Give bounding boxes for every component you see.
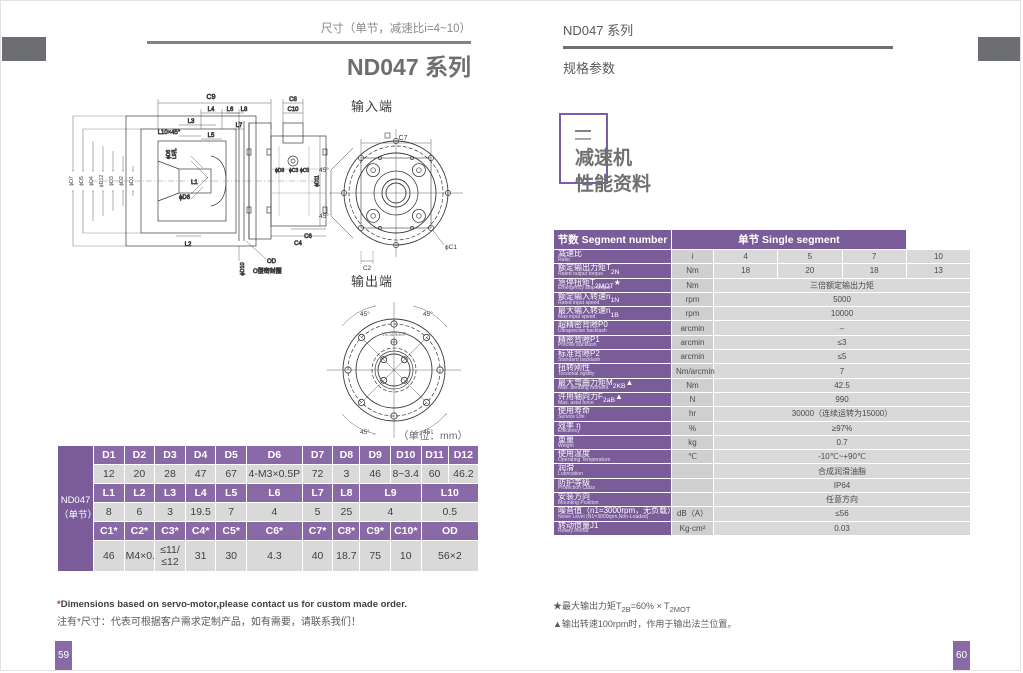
svg-text:45°: 45° xyxy=(319,212,329,220)
svg-text:L4: L4 xyxy=(208,107,215,113)
svg-text:ϕD4: ϕD4 xyxy=(89,176,95,186)
svg-text:45°: 45° xyxy=(319,166,329,174)
svg-text:OD: OD xyxy=(267,259,277,265)
svg-text:ϕD9: ϕD9 xyxy=(275,168,284,174)
svg-text:L5: L5 xyxy=(208,133,215,139)
svg-text:C6: C6 xyxy=(304,234,312,240)
svg-text:C10: C10 xyxy=(287,107,299,113)
svg-text:VESDEER: VESDEER xyxy=(382,332,406,338)
svg-text:ϕD12: ϕD12 xyxy=(99,175,105,188)
svg-text:C8: C8 xyxy=(289,97,297,103)
svg-text:L6: L6 xyxy=(227,107,234,113)
svg-text:L7: L7 xyxy=(236,123,243,129)
svg-text:L8: L8 xyxy=(241,107,248,113)
svg-text:45°: 45° xyxy=(360,310,370,318)
svg-text:ϕD11: ϕD11 xyxy=(315,175,321,187)
svg-text:O型密封圈: O型密封圈 xyxy=(253,267,282,275)
svg-text:ϕD10: ϕD10 xyxy=(240,262,246,275)
svg-text:C7: C7 xyxy=(399,135,408,142)
svg-text:L9孔: L9孔 xyxy=(171,148,178,159)
svg-text:ϕC5: ϕC5 xyxy=(300,168,309,174)
svg-text:ϕD3: ϕD3 xyxy=(109,176,115,186)
svg-text:L1: L1 xyxy=(191,180,198,186)
svg-text:ϕD6: ϕD6 xyxy=(179,195,191,201)
svg-text:ϕC3: ϕC3 xyxy=(289,168,298,174)
svg-text:C9: C9 xyxy=(207,94,216,101)
svg-text:C2: C2 xyxy=(363,265,372,272)
svg-text:ϕC1: ϕC1 xyxy=(445,244,457,251)
svg-text:C4: C4 xyxy=(294,241,302,247)
svg-text:ϕD5: ϕD5 xyxy=(79,176,85,186)
svg-text:ϕD7: ϕD7 xyxy=(69,176,75,186)
svg-text:L3: L3 xyxy=(188,119,195,125)
svg-text:L2: L2 xyxy=(185,242,192,248)
svg-text:L10×45°: L10×45° xyxy=(158,130,181,136)
svg-text:ϕD1: ϕD1 xyxy=(129,176,135,186)
svg-text:ϕD2: ϕD2 xyxy=(119,176,125,186)
svg-text:45°: 45° xyxy=(423,310,433,318)
